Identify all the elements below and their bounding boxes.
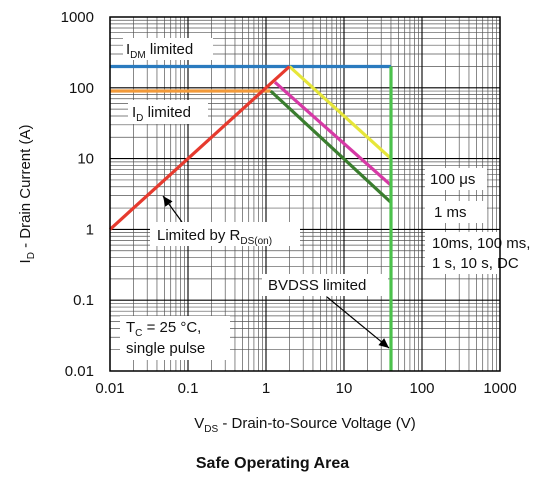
x-tick-label: 0.1 — [178, 380, 199, 397]
series-line — [269, 89, 393, 204]
y-tick-labels: 0.01 0.1 1 10 100 1000 — [61, 9, 94, 380]
100us-label: 100 μs — [430, 171, 475, 188]
1ms-label: 1 ms — [434, 204, 467, 221]
series-line — [108, 65, 291, 231]
id-label-rest: limited — [143, 104, 191, 121]
y-tick-label: 1 — [86, 221, 94, 238]
x-axis-label-main: V — [194, 415, 204, 432]
rds-label-background — [150, 222, 300, 246]
y-tick-label: 0.01 — [65, 363, 94, 380]
rds-label-sub: DS(on) — [240, 236, 272, 247]
x-tick-label: 0.01 — [95, 380, 124, 397]
series-line — [288, 65, 393, 160]
series-group — [108, 64, 393, 371]
id-label-main: I — [132, 104, 136, 121]
bvdss-label-background — [262, 274, 388, 296]
dc-label-line1: 10ms, 100 ms, — [432, 235, 530, 252]
bvdss-arrow-head — [378, 338, 389, 348]
y-axis-label: ID - Drain Current (A) — [17, 125, 37, 264]
y-tick-label: 1000 — [61, 9, 94, 26]
x-axis-label-rest: - Drain-to-Source Voltage (V) — [218, 415, 416, 432]
id-label-background — [128, 100, 208, 124]
y-axis-label-main: I — [17, 259, 34, 263]
tc-label-line1: TC = 25 °C, — [126, 319, 201, 339]
x-tick-label: 1 — [262, 380, 270, 397]
1ms-label-background — [425, 201, 487, 223]
idm-label-rest: limited — [146, 41, 194, 58]
plot-background — [110, 17, 500, 371]
x-tick-label: 100 — [409, 380, 434, 397]
100us-label-background — [425, 168, 487, 190]
dc-label-line2: 1 s, 10 s, DC — [432, 255, 519, 272]
x-axis-label: VDS - Drain-to-Source Voltage (V) — [194, 415, 416, 435]
tc-label-background — [120, 316, 230, 360]
tc-label-line1-main: T — [126, 319, 135, 336]
plot-frame — [109, 16, 501, 372]
rds-label: Limited by RDS(on) — [157, 227, 272, 247]
x-tick-label: 1000 — [483, 380, 516, 397]
rds-arrow-head — [163, 196, 173, 207]
chart-title: Safe Operating Area — [195, 455, 350, 472]
idm-label-main: I — [126, 41, 130, 58]
y-tick-label: 0.1 — [73, 292, 94, 309]
tc-label-line2: single pulse — [126, 340, 205, 357]
idm-label-background — [123, 38, 213, 60]
y-tick-label: 10 — [77, 151, 94, 168]
x-axis-label-sub: DS — [204, 424, 218, 435]
y-axis-label-rest: - Drain Current (A) — [17, 125, 34, 253]
idm-label-sub: DM — [130, 50, 146, 61]
bvdss-arrow-line — [326, 296, 390, 349]
dc-label-background — [425, 232, 543, 274]
y-tick-label: 100 — [69, 80, 94, 97]
rds-label-main: Limited by R — [157, 227, 241, 244]
idm-label: IDM limited — [126, 41, 193, 61]
minor-grid — [110, 17, 500, 371]
id-label-sub: D — [136, 113, 143, 124]
tc-label-line1-rest: = 25 °C, — [142, 319, 201, 336]
x-tick-label: 10 — [336, 380, 353, 397]
series-line — [273, 81, 393, 187]
bvdss-label: BVDSS limited — [268, 277, 366, 294]
tc-label-line1-sub: C — [135, 328, 142, 339]
id-label: ID limited — [132, 104, 191, 124]
y-axis-label-sub: D — [26, 252, 37, 259]
x-tick-labels: 0.01 0.1 1 10 100 1000 — [95, 380, 516, 397]
